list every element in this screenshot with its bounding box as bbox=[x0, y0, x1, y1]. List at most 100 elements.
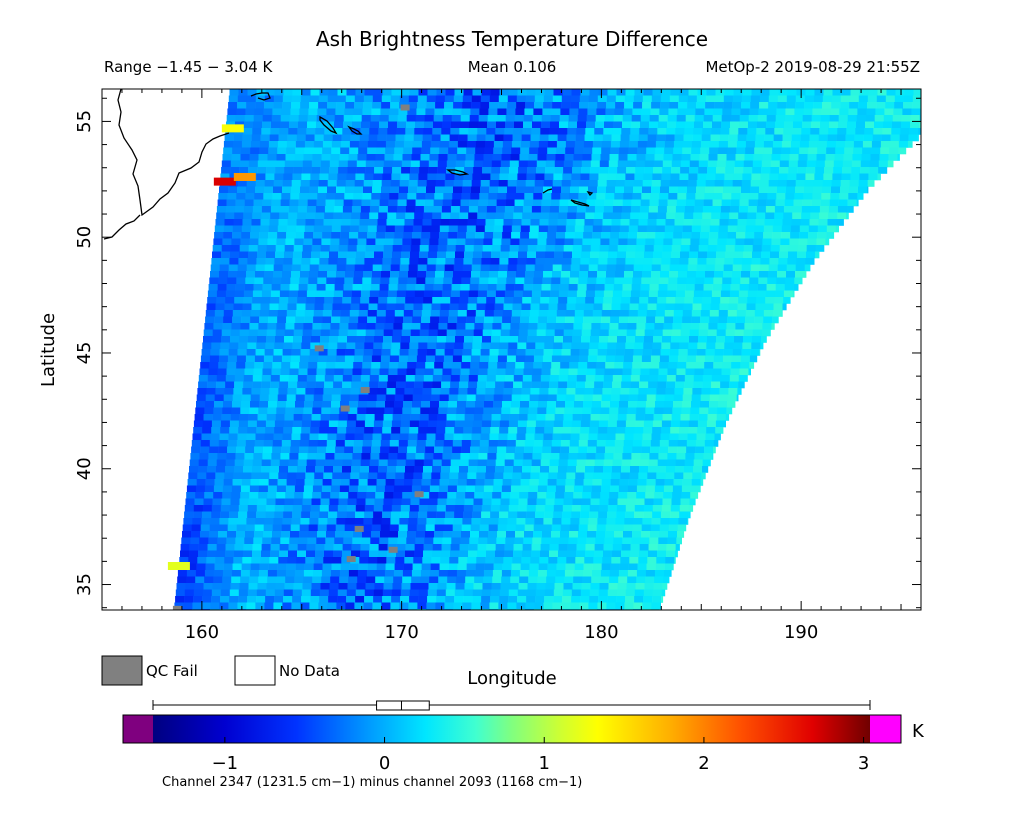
swath-pixel bbox=[484, 232, 494, 239]
swath-pixel bbox=[700, 479, 704, 486]
swath-pixel bbox=[529, 401, 539, 408]
swath-pixel bbox=[215, 303, 225, 311]
swath-pixel bbox=[532, 115, 542, 122]
swath-pixel bbox=[438, 492, 448, 499]
swath-pixel bbox=[553, 505, 564, 512]
swath-pixel bbox=[643, 89, 653, 96]
swath-pixel bbox=[393, 238, 403, 246]
swath-pixel bbox=[496, 284, 506, 291]
swath-pixel bbox=[607, 511, 617, 519]
swath-pixel bbox=[752, 167, 762, 174]
swath-pixel bbox=[651, 186, 661, 194]
swath-pixel bbox=[384, 485, 395, 493]
swath-pixel bbox=[238, 89, 248, 96]
swath-pixel bbox=[366, 154, 376, 161]
swath-pixel bbox=[432, 206, 443, 213]
swath-pixel bbox=[603, 459, 613, 467]
swath-pixel bbox=[520, 479, 530, 486]
swath-pixel bbox=[347, 329, 357, 337]
swath-pixel bbox=[810, 212, 820, 220]
swath-pixel bbox=[379, 115, 389, 122]
swath-pixel bbox=[795, 180, 805, 187]
swath-pixel bbox=[612, 375, 623, 382]
swath-pixel bbox=[659, 277, 669, 285]
swath-pixel bbox=[883, 115, 893, 122]
swath-pixel bbox=[404, 388, 414, 395]
swath-pixel bbox=[714, 186, 724, 194]
swath-pixel bbox=[546, 492, 556, 499]
swath-pixel bbox=[258, 576, 268, 584]
swath-pixel bbox=[218, 277, 228, 285]
swath-pixel bbox=[400, 342, 410, 350]
swath-pixel bbox=[516, 180, 526, 187]
swath-pixel bbox=[223, 232, 233, 239]
swath-pixel bbox=[522, 297, 532, 304]
swath-pixel bbox=[533, 531, 543, 538]
swath-pixel bbox=[418, 258, 428, 265]
swath-pixel bbox=[470, 524, 480, 532]
swath-pixel bbox=[318, 518, 328, 525]
swath-pixel bbox=[452, 193, 462, 200]
swath-pixel bbox=[225, 297, 235, 304]
swath-pixel bbox=[876, 102, 886, 109]
swath-pixel bbox=[873, 128, 883, 135]
swath-pixel bbox=[267, 323, 277, 330]
swath-pixel bbox=[600, 492, 610, 499]
swath-pixel bbox=[639, 128, 649, 135]
swath-pixel bbox=[695, 362, 705, 369]
swath-pixel bbox=[290, 108, 300, 116]
swath-pixel bbox=[232, 563, 242, 571]
swath-pixel bbox=[400, 258, 410, 265]
swath-pixel bbox=[667, 121, 677, 129]
swath-pixel bbox=[394, 147, 404, 155]
swath-pixel bbox=[678, 433, 688, 441]
swath-pixel bbox=[485, 134, 495, 142]
swath-pixel bbox=[766, 284, 776, 291]
swath-pixel bbox=[623, 362, 633, 369]
swath-pixel bbox=[305, 219, 315, 226]
swath-pixel bbox=[586, 453, 596, 460]
swath-pixel bbox=[220, 173, 230, 181]
swath-pixel bbox=[189, 544, 199, 551]
swath-pixel bbox=[592, 394, 602, 402]
swath-pixel bbox=[696, 102, 706, 109]
swath-pixel bbox=[479, 440, 490, 447]
swath-pixel bbox=[531, 212, 541, 220]
swath-pixel bbox=[449, 557, 459, 564]
swath-pixel bbox=[405, 544, 415, 551]
swath-pixel bbox=[522, 459, 532, 467]
swath-pixel bbox=[572, 583, 582, 590]
swath-pixel bbox=[775, 199, 785, 207]
swath-pixel bbox=[348, 407, 358, 415]
swath-pixel bbox=[705, 102, 715, 109]
swath-pixel bbox=[479, 446, 489, 454]
swath-pixel bbox=[309, 95, 320, 103]
swath-pixel bbox=[250, 316, 260, 324]
swath-pixel bbox=[344, 277, 354, 285]
swath-pixel bbox=[646, 563, 656, 571]
swath-pixel bbox=[626, 414, 636, 421]
swath-pixel bbox=[458, 134, 468, 142]
swath-pixel bbox=[447, 323, 457, 330]
swath-pixel bbox=[579, 180, 589, 187]
swath-pixel bbox=[320, 414, 330, 421]
swath-pixel bbox=[562, 427, 572, 434]
swath-pixel bbox=[231, 154, 241, 161]
swath-pixel bbox=[476, 388, 486, 395]
swath-pixel bbox=[345, 433, 355, 441]
swath-pixel bbox=[748, 121, 758, 129]
swath-pixel bbox=[268, 401, 278, 408]
swath-pixel bbox=[789, 154, 799, 161]
swath-pixel bbox=[594, 466, 604, 473]
swath-pixel bbox=[391, 511, 401, 519]
swath-pixel bbox=[362, 440, 373, 447]
swath-pixel bbox=[556, 141, 567, 148]
swath-pixel bbox=[425, 440, 436, 447]
swath-pixel bbox=[266, 160, 277, 168]
swath-pixel bbox=[502, 401, 512, 408]
swath-pixel bbox=[177, 576, 187, 584]
swath-pixel bbox=[781, 225, 792, 233]
swath-pixel bbox=[365, 414, 375, 421]
swath-pixel bbox=[687, 433, 697, 441]
swath-pixel bbox=[414, 212, 424, 220]
